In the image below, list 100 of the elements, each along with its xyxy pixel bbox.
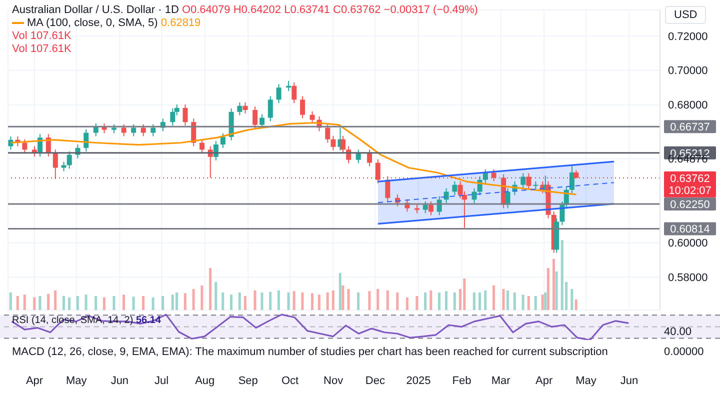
bar <box>260 292 264 310</box>
bar <box>406 297 408 310</box>
bar <box>176 292 178 310</box>
bar <box>513 292 516 310</box>
bar <box>368 291 371 310</box>
bar <box>33 297 36 310</box>
bar <box>23 294 26 310</box>
bar <box>326 292 329 310</box>
ref-line-label: 0.60814 <box>670 224 710 236</box>
bar <box>269 292 272 310</box>
x-tick-label: Apr <box>536 374 554 387</box>
bar <box>527 296 530 310</box>
y-tick-label: 0.72000 <box>668 30 708 43</box>
bar <box>444 291 448 310</box>
x-tick-label: 2025 <box>406 374 431 387</box>
bar <box>478 292 482 310</box>
y-tick-label: 0.68000 <box>668 100 708 112</box>
candlestick <box>61 161 66 172</box>
x-tick-label: Oct <box>281 374 299 387</box>
bar <box>214 282 218 310</box>
text: 40.00 <box>664 326 692 338</box>
bar <box>453 292 456 310</box>
bar <box>209 268 212 310</box>
bar <box>142 296 145 310</box>
chart-title: Australian Dollar / U.S. Dollar · 1D <box>12 4 179 16</box>
x-tick-label: Dec <box>365 374 386 387</box>
bar <box>132 296 135 310</box>
text: 0.00000 <box>664 346 704 358</box>
x-tick-label: Sep <box>238 374 258 387</box>
bar <box>254 290 256 310</box>
x-tick-label: May <box>66 374 88 387</box>
bar <box>522 294 524 310</box>
text: 10:02:07 <box>668 184 712 197</box>
bar <box>9 292 12 310</box>
bar <box>222 292 224 310</box>
bar <box>238 292 241 310</box>
bar <box>570 289 574 310</box>
bar <box>484 290 487 310</box>
bar <box>506 290 509 310</box>
bar <box>301 292 304 310</box>
bar <box>192 289 195 310</box>
bar <box>292 291 296 310</box>
bar <box>438 292 441 310</box>
bar <box>16 296 19 310</box>
bar <box>162 296 164 310</box>
bar <box>38 296 42 310</box>
bar <box>534 296 537 310</box>
annotation: 0.62819 <box>160 17 201 29</box>
x-tick-label: Mar <box>491 374 511 387</box>
bar <box>560 240 564 310</box>
bar <box>342 286 344 310</box>
x-tick-label: Apr <box>26 374 44 387</box>
text: USD <box>665 6 706 24</box>
ref-line-label: 0.66737 <box>670 122 710 134</box>
ref-line-label: 0.62250 <box>670 198 710 211</box>
bar <box>541 294 544 310</box>
bar <box>492 286 495 310</box>
bar <box>287 292 290 310</box>
x-tick-label: Jul <box>154 374 169 387</box>
x-tick-label: Jun <box>620 374 638 387</box>
x-tick-label: Nov <box>324 374 344 387</box>
bar <box>347 289 350 310</box>
bar <box>68 297 71 310</box>
bar <box>396 292 399 310</box>
bar <box>546 268 550 310</box>
bar <box>544 292 547 310</box>
bar <box>76 296 79 310</box>
x-tick-label: Feb <box>452 374 472 387</box>
bar <box>200 286 204 310</box>
bar <box>84 294 88 310</box>
bar <box>62 296 65 310</box>
y-tick-label: 0.60000 <box>668 238 708 250</box>
bar <box>318 294 320 310</box>
bar <box>310 293 314 310</box>
bar <box>184 293 186 310</box>
x-tick-label: May <box>576 374 597 387</box>
bar <box>574 300 578 310</box>
bar <box>47 294 50 310</box>
bar <box>552 258 556 310</box>
x-tick-label: Aug <box>195 374 215 387</box>
bar <box>502 289 505 310</box>
bar <box>277 290 280 310</box>
bar <box>555 272 558 310</box>
text: MACD (12, 26, close, 9, EMA, EMA): The maximum number of studies per chart has been reached for current subscription <box>12 346 608 358</box>
annotation: Vol 107.61K <box>12 30 72 43</box>
bar <box>244 296 246 310</box>
bar <box>430 290 432 310</box>
bar <box>94 296 98 310</box>
bar <box>416 296 418 310</box>
ref-line-label: 0.63762 <box>670 172 710 185</box>
bar <box>230 294 232 310</box>
bar <box>112 296 116 310</box>
bar <box>332 290 334 310</box>
bar <box>338 272 342 310</box>
bar <box>424 292 427 310</box>
bar <box>54 290 57 310</box>
bar <box>152 297 154 310</box>
annotation: Vol 107.61K <box>12 43 72 56</box>
bar <box>472 292 476 310</box>
legend-label: MA (100, close, 0, SMA, 5) <box>27 17 158 29</box>
